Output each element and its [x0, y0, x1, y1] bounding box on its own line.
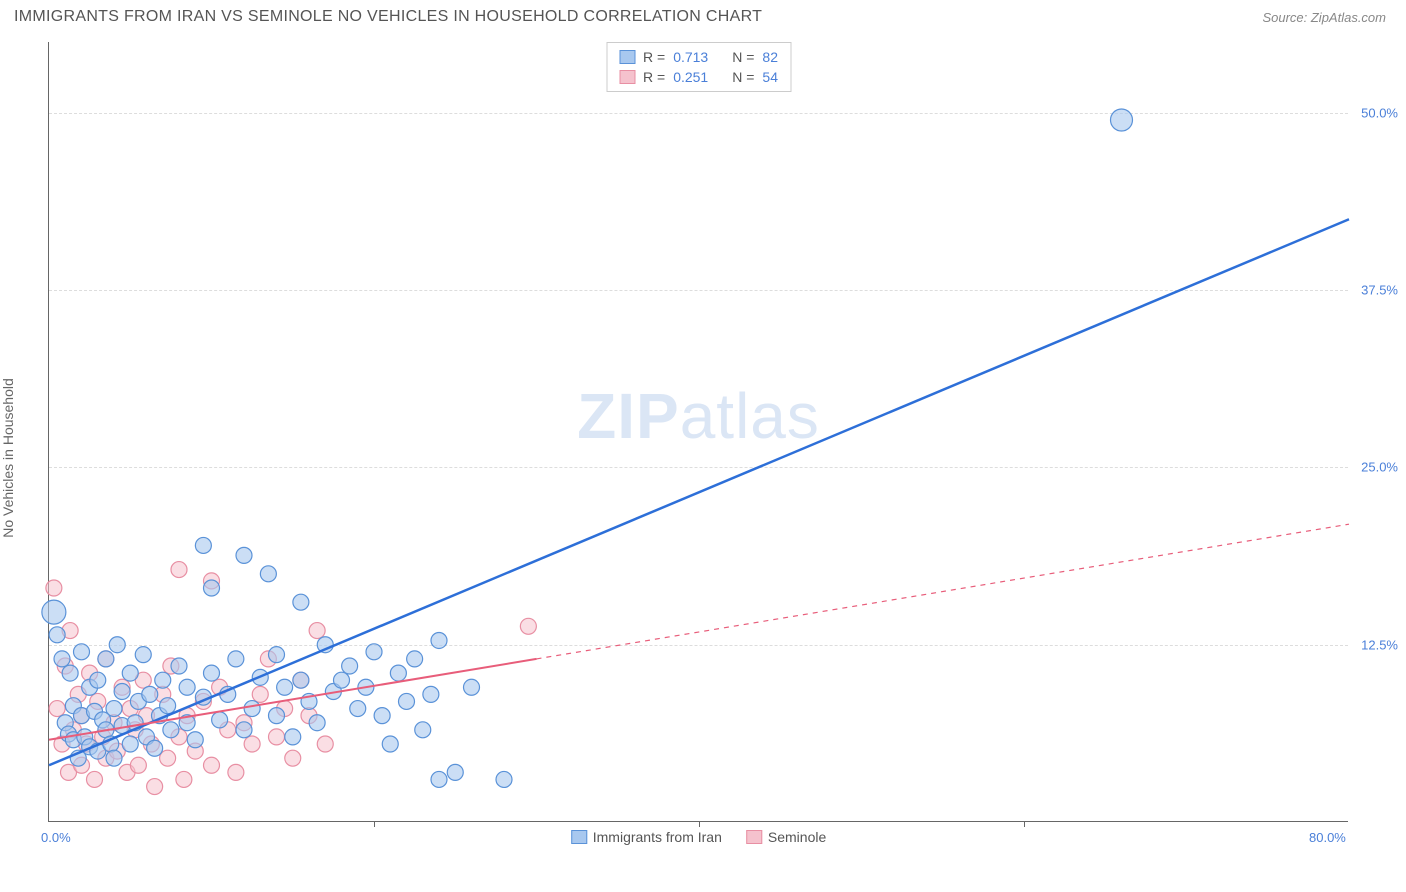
chart-container: No Vehicles in Household ZIPatlas R = 0.… [0, 30, 1406, 870]
data-point [90, 672, 106, 688]
data-point [171, 658, 187, 674]
data-point [135, 647, 151, 663]
data-point [277, 679, 293, 695]
source-attribution: Source: ZipAtlas.com [1262, 10, 1386, 25]
data-point [212, 712, 228, 728]
header: IMMIGRANTS FROM IRAN VS SEMINOLE NO VEHI… [0, 0, 1406, 30]
data-point [293, 594, 309, 610]
data-point [195, 537, 211, 553]
data-point [520, 618, 536, 634]
data-point [285, 729, 301, 745]
swatch-series-a [619, 50, 635, 64]
data-point [350, 701, 366, 717]
y-tick-label: 12.5% [1361, 637, 1398, 652]
swatch-series-b [746, 830, 762, 844]
data-point [49, 701, 65, 717]
chart-title: IMMIGRANTS FROM IRAN VS SEMINOLE NO VEHI… [14, 8, 762, 26]
data-point [87, 771, 103, 787]
data-point [244, 701, 260, 717]
data-point [342, 658, 358, 674]
data-point [415, 722, 431, 738]
data-point [269, 729, 285, 745]
data-point [114, 684, 130, 700]
data-point [171, 562, 187, 578]
data-point [366, 644, 382, 660]
data-point [252, 686, 268, 702]
data-point [293, 672, 309, 688]
data-point [309, 623, 325, 639]
regression-line-b-dashed [537, 524, 1350, 659]
data-point [155, 672, 171, 688]
data-point [374, 708, 390, 724]
correlation-legend: R = 0.713 N = 82 R = 0.251 N = 54 [606, 42, 791, 92]
data-point [496, 771, 512, 787]
data-point [260, 566, 276, 582]
data-point [399, 693, 415, 709]
data-point [269, 647, 285, 663]
data-point [46, 580, 62, 596]
data-point [285, 750, 301, 766]
legend-item-b: Seminole [746, 829, 826, 845]
data-point [147, 740, 163, 756]
series-legend: Immigrants from Iran Seminole [571, 829, 827, 845]
data-point [423, 686, 439, 702]
data-point [109, 637, 125, 653]
data-point [382, 736, 398, 752]
data-point [176, 771, 192, 787]
data-point [464, 679, 480, 695]
data-point [204, 757, 220, 773]
data-point [309, 715, 325, 731]
x-tick-label: 0.0% [41, 830, 71, 845]
y-tick-label: 25.0% [1361, 460, 1398, 475]
data-point [269, 708, 285, 724]
plot-area: ZIPatlas R = 0.713 N = 82 R = 0.251 N = … [48, 42, 1348, 822]
y-tick-label: 50.0% [1361, 105, 1398, 120]
data-point [74, 644, 90, 660]
data-point [204, 665, 220, 681]
data-point [42, 600, 66, 624]
data-point [1111, 109, 1133, 131]
data-point [49, 627, 65, 643]
data-point [163, 722, 179, 738]
data-point [142, 686, 158, 702]
data-point [204, 580, 220, 596]
legend-row-b: R = 0.251 N = 54 [619, 67, 778, 87]
data-point [62, 665, 78, 681]
plot-svg [49, 42, 1349, 822]
data-point [122, 736, 138, 752]
data-point [334, 672, 350, 688]
data-point [236, 722, 252, 738]
data-point [187, 732, 203, 748]
data-point [244, 736, 260, 752]
y-axis-label: No Vehicles in Household [0, 378, 16, 538]
data-point [236, 547, 252, 563]
legend-row-a: R = 0.713 N = 82 [619, 47, 778, 67]
data-point [160, 698, 176, 714]
swatch-series-b [619, 70, 635, 84]
data-point [317, 736, 333, 752]
data-point [147, 779, 163, 795]
data-point [179, 679, 195, 695]
regression-line-a [49, 219, 1349, 765]
y-tick-label: 37.5% [1361, 283, 1398, 298]
data-point [106, 750, 122, 766]
data-point [54, 651, 70, 667]
data-point [98, 651, 114, 667]
data-point [431, 632, 447, 648]
data-point [228, 651, 244, 667]
data-point [228, 764, 244, 780]
swatch-series-a [571, 830, 587, 844]
x-tick-label: 80.0% [1309, 830, 1346, 845]
data-point [130, 757, 146, 773]
data-point [106, 701, 122, 717]
data-point [431, 771, 447, 787]
data-point [390, 665, 406, 681]
legend-item-a: Immigrants from Iran [571, 829, 722, 845]
data-point [122, 665, 138, 681]
data-point [407, 651, 423, 667]
data-point [447, 764, 463, 780]
